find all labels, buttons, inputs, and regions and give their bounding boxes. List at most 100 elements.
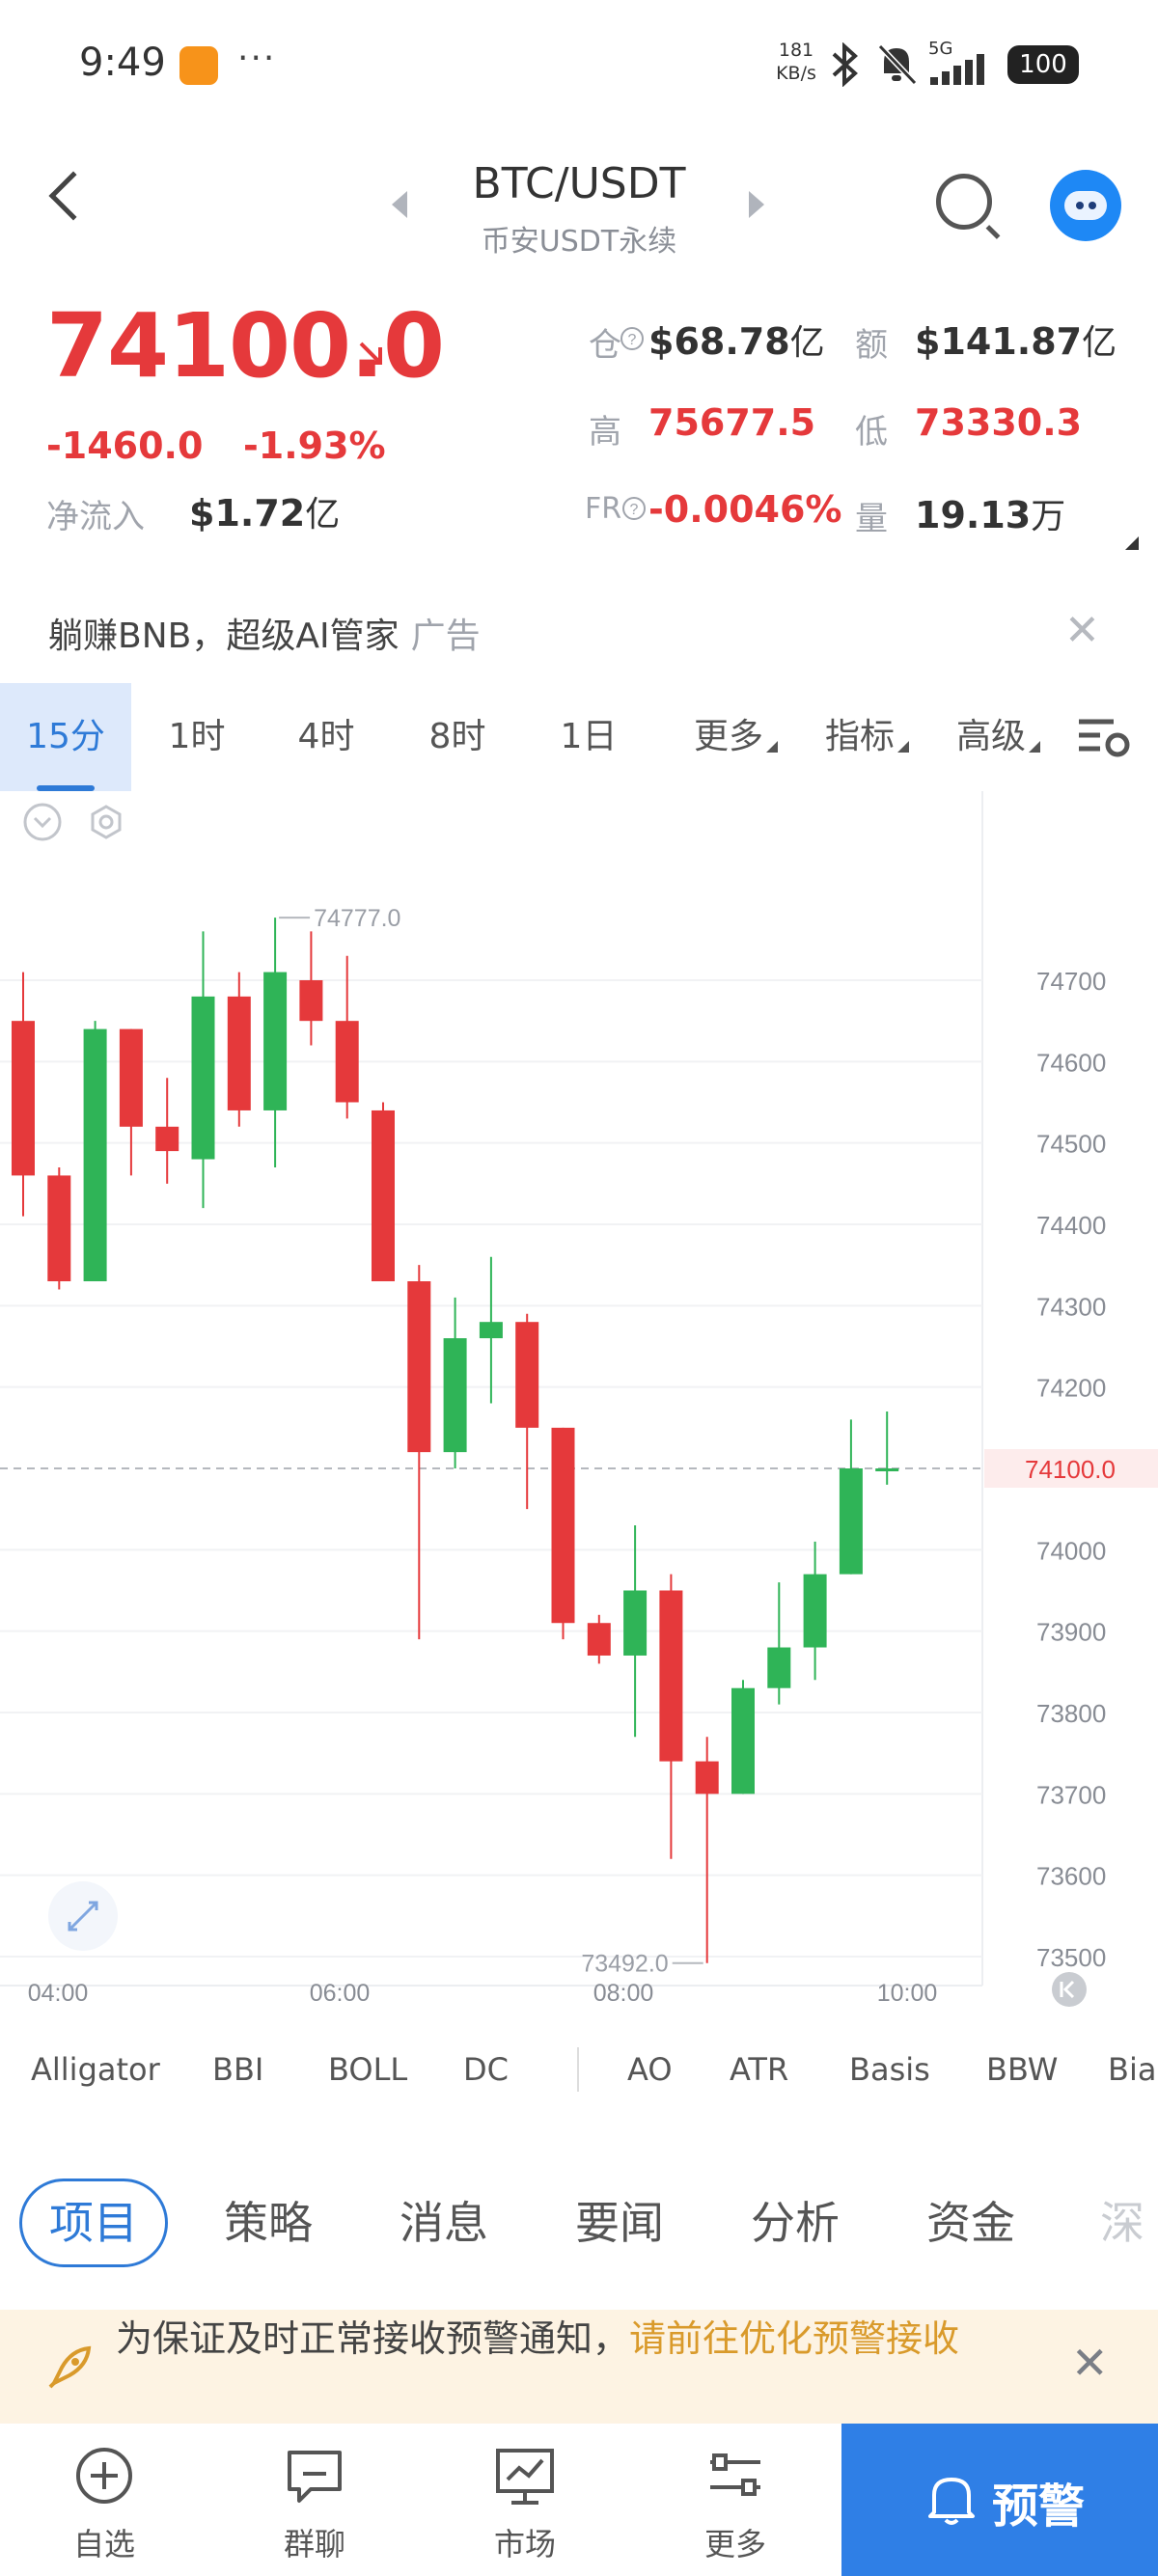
tab-advanced[interactable]: 高级 [938,683,1044,791]
notice-close-icon[interactable]: ✕ [1071,2337,1109,2389]
alert-button-label: 预警 [992,2480,1086,2534]
tab-projects[interactable]: 项目 [19,2179,168,2267]
chart-canvas[interactable]: 74700 74600 74500 74400 74300 74200 74000 73900… [0,791,1158,2009]
pair-title[interactable]: BTC/USDT [472,159,686,208]
indicator-boll[interactable]: BOLL [328,2051,408,2088]
candle-body [155,1126,179,1152]
notice-text: 为保证及时正常接收预警通知，请前往优化预警接收 [116,2317,960,2360]
amount-value: $141.87亿 [915,320,1117,363]
chart-settings-icon[interactable] [1075,714,1133,762]
tab-funds[interactable]: 资金 [926,2197,1015,2249]
nav-more[interactable]: 更多 [639,2424,832,2576]
y-tick-label: 74000 [1036,1536,1106,1565]
indicator-basis[interactable]: Basis [849,2051,930,2088]
network-type: 5G [928,39,953,59]
indicator-bias[interactable]: Bia [1108,2051,1157,2088]
nav-watchlist-label: 自选 [72,2526,135,2562]
tab-analysis[interactable]: 分析 [751,2197,840,2249]
expand-ticker-icon[interactable] [1125,536,1139,550]
bluetooth-icon [832,42,858,87]
status-more-dots: ··· [237,39,277,78]
chart-config-icon [91,805,122,839]
candle-body [803,1574,827,1648]
candle-body [659,1590,683,1762]
candle-body [623,1590,648,1656]
price-change: -1460.0 [46,425,204,467]
y-tick-label: 73700 [1036,1780,1106,1809]
nav-chat-label: 群聊 [283,2526,345,2562]
candle-body [227,996,251,1110]
candle-body [695,1761,719,1795]
help-icon[interactable]: ? [620,326,645,351]
back-icon[interactable] [48,171,98,221]
tab-indicators[interactable]: 指标 [807,683,913,791]
y-tick-label: 73800 [1036,1699,1106,1728]
tab-4h[interactable]: 4时 [297,717,355,756]
svg-text:?: ? [630,502,639,518]
app-notification-icon [179,46,218,85]
tab-1d[interactable]: 1日 [560,717,618,756]
search-icon[interactable] [936,174,992,230]
notice-link[interactable]: 请前往优化预警接收 [629,2317,960,2360]
low-label: 低 [855,413,888,452]
y-tick-label: 73900 [1036,1618,1106,1647]
indicator-bbw[interactable]: BBW [986,2051,1059,2088]
indicator-atr[interactable]: ATR [730,2051,789,2088]
indicator-dc[interactable]: DC [463,2051,509,2088]
robot-avatar-icon[interactable] [1050,170,1121,241]
mute-bell-icon [877,43,918,86]
candle-body [839,1468,863,1575]
status-bar: 9:49 ··· 181 KB/s 5G 100 [0,0,1158,135]
x-tick-label: 04:00 [28,1980,89,2007]
volume-value: 19.13万 [915,494,1066,536]
prev-pair-icon[interactable] [392,191,407,218]
tab-8h[interactable]: 8时 [428,717,486,756]
net-speed-unit: KB/s [776,63,816,84]
tab-1h[interactable]: 1时 [168,717,226,756]
high-value: 75677.5 [648,401,816,444]
candle-body [587,1623,611,1656]
tab-messages[interactable]: 消息 [400,2197,488,2249]
add-watchlist-icon [76,2448,132,2504]
indicator-bbi[interactable]: BBI [212,2051,264,2088]
ad-banner[interactable]: 躺赚BNB，超级AI管家 广告 [48,608,481,658]
nav-market[interactable]: 市场 [428,2424,621,2576]
ad-tag: 广告 [410,617,481,656]
y-tick-label: 74300 [1036,1292,1106,1321]
x-tick-label: 08:00 [593,1980,654,2007]
candle-body [731,1687,755,1795]
more-sliders-icon [710,2453,760,2496]
jump-latest-arrow [1062,1980,1075,1999]
collapse-icon [23,803,62,841]
tab-strategy[interactable]: 策略 [224,2197,313,2249]
candle-body [191,996,215,1160]
net-inflow-value: $1.72亿 [189,492,341,534]
tab-headlines[interactable]: 要闻 [575,2197,664,2249]
fullscreen-icon [89,1901,98,1910]
candle-body [515,1322,539,1428]
indicator-ao[interactable]: AO [627,2051,673,2088]
candle-body [47,1175,71,1282]
interval-tabs: 15分 1时 4时 8时 1日 更多 指标 高级 [0,683,1158,791]
nav-watchlist[interactable]: 自选 [8,2424,201,2576]
ad-close-icon[interactable]: ✕ [1064,606,1100,655]
tab-15m[interactable]: 15分 [0,683,131,791]
exchange-subtitle: 币安USDT永续 [481,225,677,259]
x-tick-label: 06:00 [310,1980,371,2007]
tab-depth[interactable]: 深 [1100,2197,1144,2249]
candlestick-chart[interactable]: 74700 74600 74500 74400 74300 74200 74000 73900… [0,791,1158,2009]
indicator-alligator[interactable]: Alligator [31,2051,160,2088]
x-tick-label: 10:00 [877,1980,938,2007]
help-icon[interactable]: ? [621,496,647,521]
funding-rate-label: FR [585,492,622,526]
alert-button[interactable]: 预警 [841,2424,1158,2576]
y-tick-label: 74600 [1036,1048,1106,1077]
funding-rate-value: -0.0046% [648,488,842,531]
alert-notice-banner[interactable]: 为保证及时正常接收预警通知，请前往优化预警接收 ✕ [0,2310,1158,2424]
price-change-percent: -1.93% [243,425,386,467]
tab-more[interactable]: 更多 [676,683,782,791]
nav-chat[interactable]: 群聊 [218,2424,411,2576]
net-inflow-label: 净流入 [46,498,145,536]
next-pair-icon[interactable] [749,191,764,218]
volume-label: 量 [855,500,888,538]
